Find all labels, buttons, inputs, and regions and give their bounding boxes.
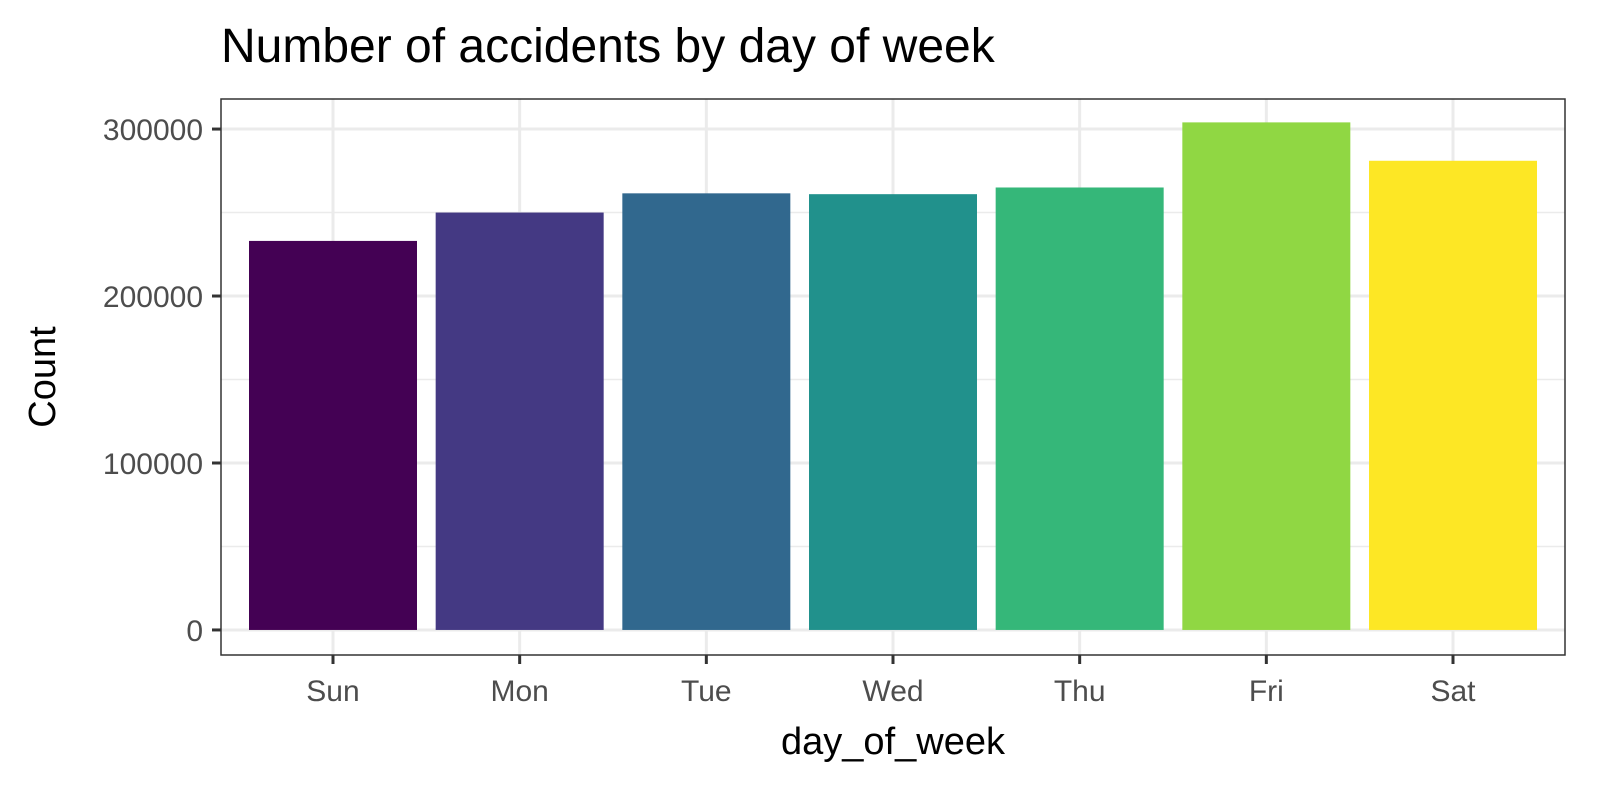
y-tick-label: 200000 <box>103 281 203 314</box>
bar-fri <box>1182 122 1351 630</box>
bar-sun <box>249 240 417 630</box>
x-tick-label: Sat <box>1430 675 1476 708</box>
bar-mon <box>435 212 604 630</box>
y-axis: 0 100000 200000 300000 <box>103 114 221 648</box>
bar-thu <box>995 187 1164 630</box>
y-tick-label: 100000 <box>103 448 203 481</box>
x-tick-label: Mon <box>490 675 548 708</box>
y-tick-label: 300000 <box>103 114 203 147</box>
chart-title: Number of accidents by day of week <box>221 20 996 73</box>
bar-sat <box>1369 160 1537 630</box>
x-tick-label: Thu <box>1054 675 1106 708</box>
x-tick-label: Tue <box>681 675 732 708</box>
bars <box>249 122 1537 630</box>
y-axis-title: Count <box>22 326 64 428</box>
x-axis-title: day_of_week <box>781 721 1006 763</box>
y-tick-label: 0 <box>186 615 203 648</box>
x-tick-label: Fri <box>1249 675 1284 708</box>
x-tick-label: Wed <box>862 675 923 708</box>
bar-wed <box>809 194 977 630</box>
x-axis: Sun Mon Tue Wed Thu Fri Sat <box>306 655 1476 708</box>
x-tick-label: Sun <box>306 675 359 708</box>
bar-tue <box>622 193 791 630</box>
